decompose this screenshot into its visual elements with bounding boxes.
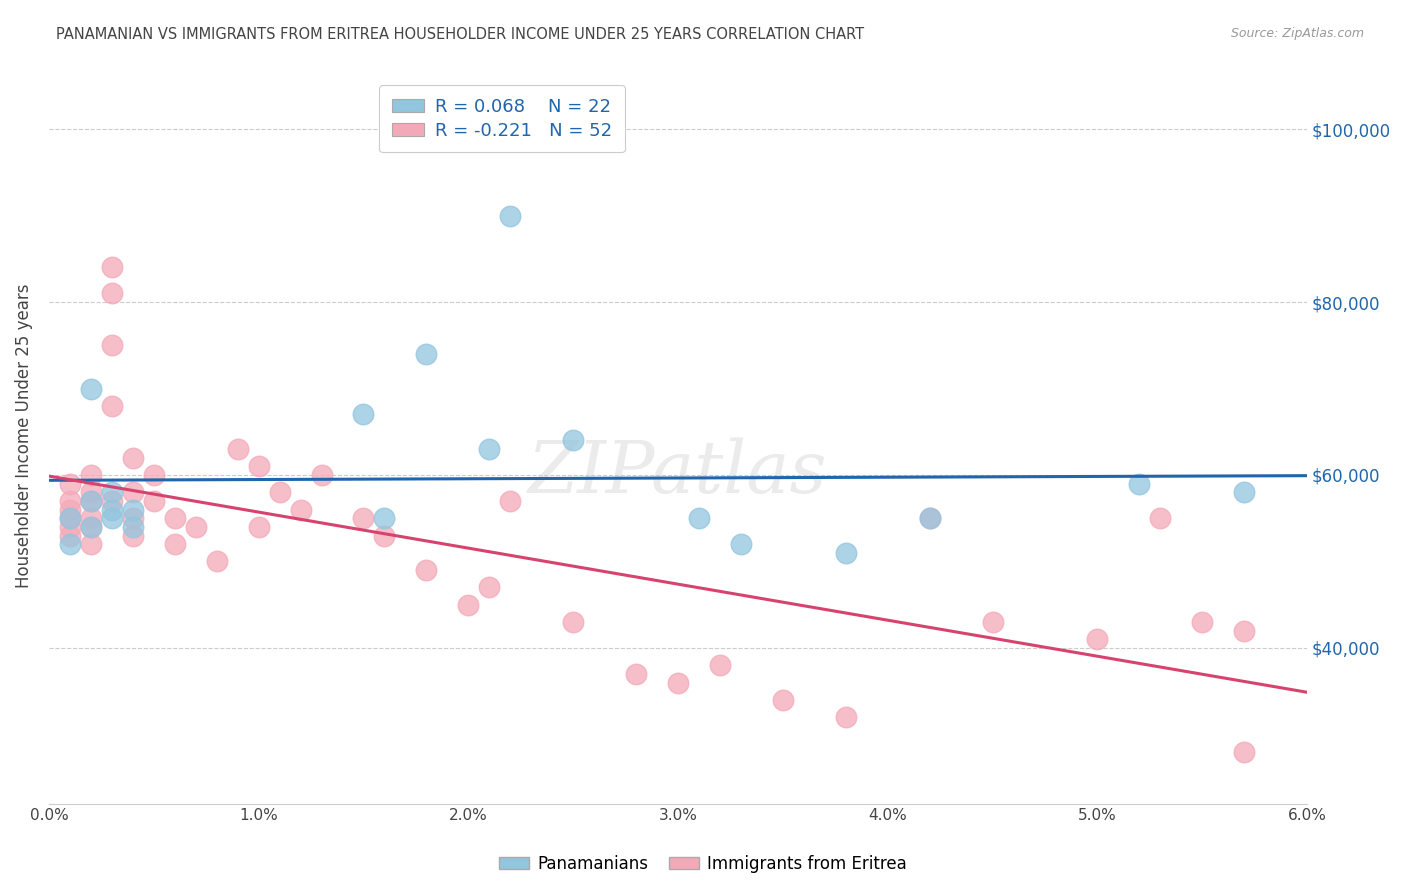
Point <box>730 537 752 551</box>
Point <box>101 399 124 413</box>
Point <box>205 554 228 568</box>
Point <box>59 520 82 534</box>
Point <box>184 520 207 534</box>
Point <box>121 485 143 500</box>
Point <box>835 710 858 724</box>
Point <box>835 546 858 560</box>
Point <box>80 520 103 534</box>
Point <box>624 666 647 681</box>
Text: PANAMANIAN VS IMMIGRANTS FROM ERITREA HOUSEHOLDER INCOME UNDER 25 YEARS CORRELAT: PANAMANIAN VS IMMIGRANTS FROM ERITREA HO… <box>56 27 865 42</box>
Point <box>121 502 143 516</box>
Point <box>415 563 437 577</box>
Point <box>1233 624 1256 638</box>
Point <box>80 382 103 396</box>
Point <box>290 502 312 516</box>
Point <box>101 260 124 275</box>
Point <box>981 615 1004 629</box>
Point <box>59 494 82 508</box>
Y-axis label: Householder Income Under 25 years: Householder Income Under 25 years <box>15 284 32 589</box>
Point <box>499 494 522 508</box>
Point <box>1233 485 1256 500</box>
Point <box>80 511 103 525</box>
Point <box>1233 745 1256 759</box>
Text: Source: ZipAtlas.com: Source: ZipAtlas.com <box>1230 27 1364 40</box>
Point <box>101 494 124 508</box>
Point <box>121 450 143 465</box>
Point <box>1191 615 1213 629</box>
Point <box>59 511 82 525</box>
Point <box>101 485 124 500</box>
Point <box>478 581 501 595</box>
Point <box>311 467 333 482</box>
Point <box>688 511 710 525</box>
Point <box>59 511 82 525</box>
Point <box>709 658 731 673</box>
Point <box>1149 511 1171 525</box>
Text: ZIPatlas: ZIPatlas <box>529 438 828 508</box>
Point <box>101 286 124 301</box>
Point <box>918 511 941 525</box>
Point <box>121 528 143 542</box>
Point <box>142 494 165 508</box>
Point <box>121 511 143 525</box>
Point <box>101 511 124 525</box>
Point <box>101 502 124 516</box>
Point <box>80 520 103 534</box>
Point <box>562 615 585 629</box>
Point <box>499 209 522 223</box>
Point <box>80 485 103 500</box>
Point <box>353 408 375 422</box>
Point <box>80 467 103 482</box>
Point <box>373 528 395 542</box>
Point <box>80 494 103 508</box>
Point <box>269 485 291 500</box>
Point <box>59 537 82 551</box>
Point <box>163 511 186 525</box>
Point <box>59 476 82 491</box>
Point <box>121 520 143 534</box>
Point <box>457 598 479 612</box>
Point <box>918 511 941 525</box>
Point <box>142 467 165 482</box>
Point <box>1128 476 1150 491</box>
Point <box>666 675 689 690</box>
Point <box>1085 632 1108 647</box>
Point <box>59 528 82 542</box>
Point <box>772 693 794 707</box>
Point <box>373 511 395 525</box>
Legend: R = 0.068    N = 22, R = -0.221   N = 52: R = 0.068 N = 22, R = -0.221 N = 52 <box>380 85 624 153</box>
Point <box>226 442 249 456</box>
Point <box>101 338 124 352</box>
Point <box>247 520 270 534</box>
Point <box>353 511 375 525</box>
Point <box>80 494 103 508</box>
Legend: Panamanians, Immigrants from Eritrea: Panamanians, Immigrants from Eritrea <box>492 848 914 880</box>
Point <box>478 442 501 456</box>
Point <box>163 537 186 551</box>
Point <box>247 459 270 474</box>
Point <box>59 502 82 516</box>
Point <box>415 347 437 361</box>
Point <box>562 434 585 448</box>
Point <box>80 537 103 551</box>
